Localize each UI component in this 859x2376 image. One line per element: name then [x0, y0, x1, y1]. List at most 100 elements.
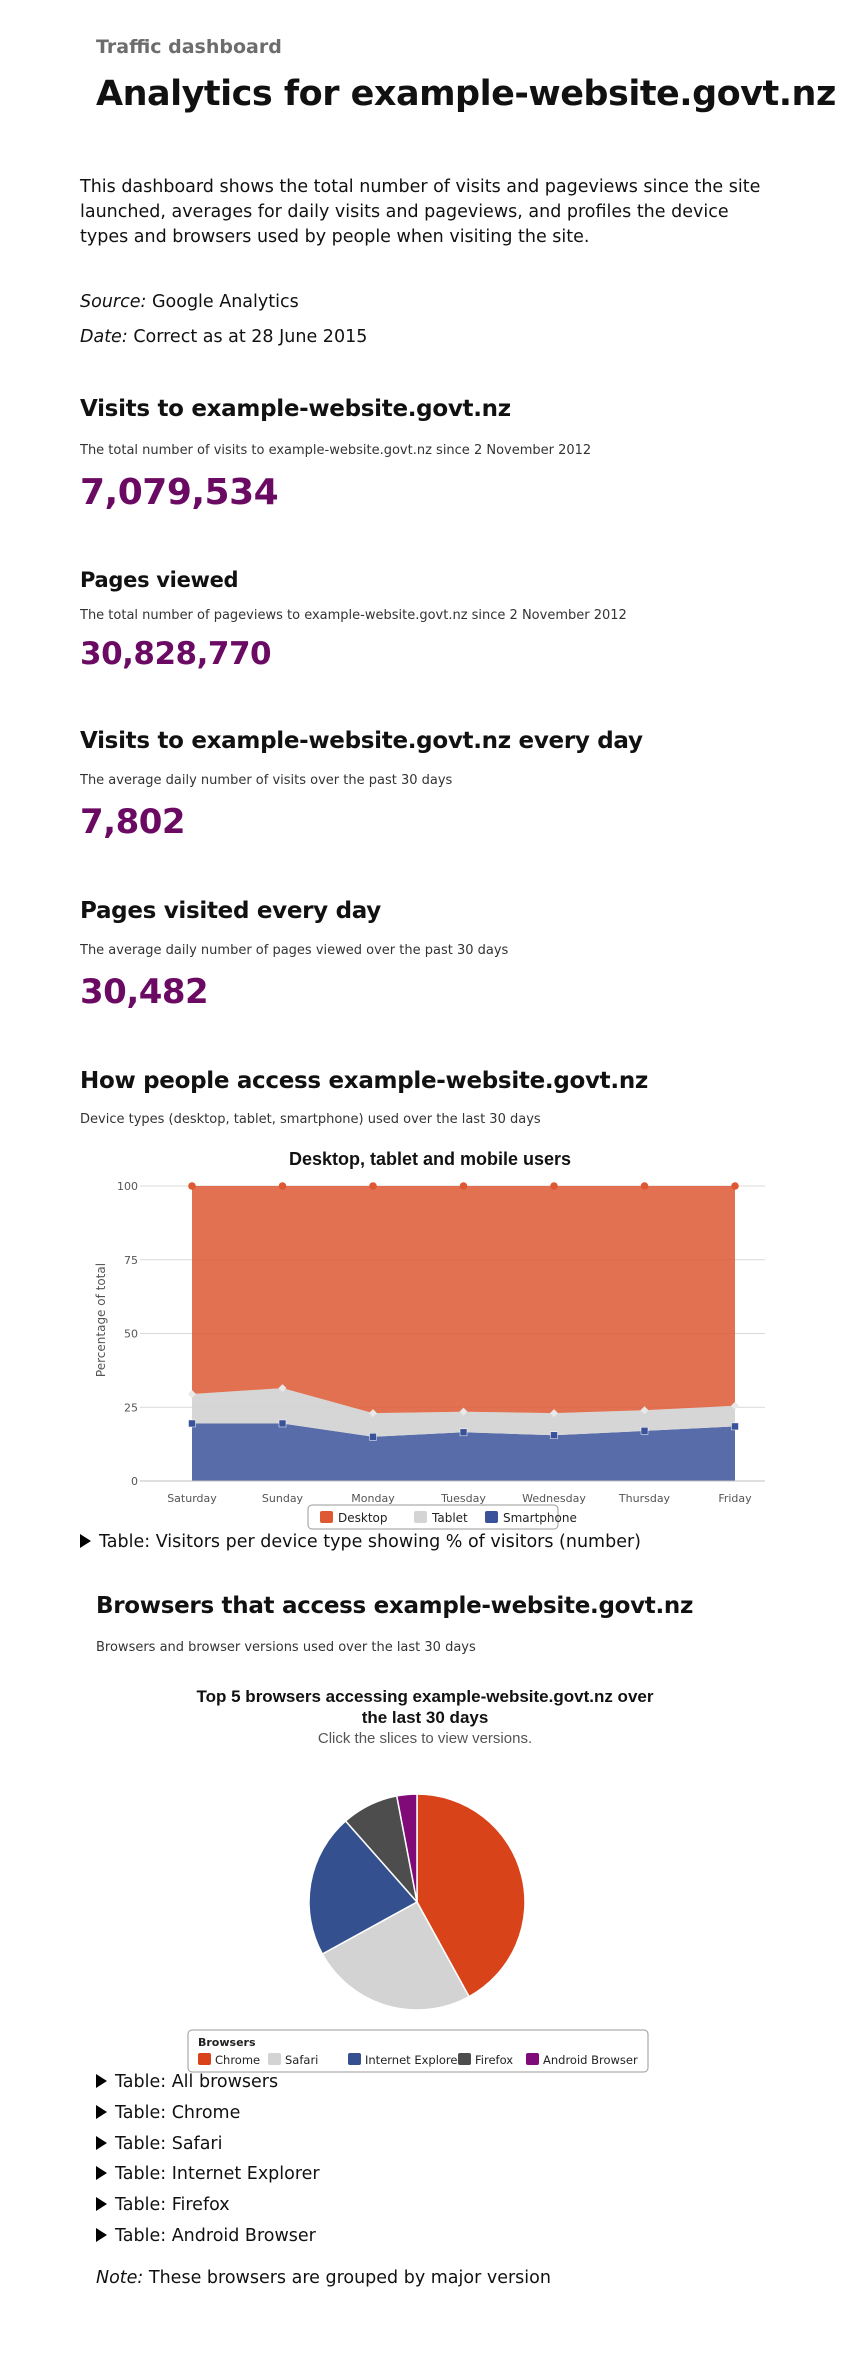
disclosure-triangle-icon	[96, 2074, 107, 2088]
data-point[interactable]	[731, 1422, 739, 1431]
source-label: Source:	[80, 292, 147, 312]
data-point[interactable]	[188, 1419, 196, 1428]
browsers-description: Browsers and browser versions used over …	[96, 1640, 476, 1655]
pie-slice-internet-explorer[interactable]	[308, 1819, 419, 1956]
disclosure-triangle-icon	[80, 1534, 91, 1548]
data-point[interactable]	[369, 1182, 377, 1190]
pie-title-line-1: Top 5 browsers accessing example-website…	[197, 1687, 654, 1706]
daily-visits-description: The average daily number of visits over …	[80, 773, 453, 788]
legend-item-safari[interactable]: Safari	[268, 2053, 318, 2067]
total-visits-heading: Visits to example-website.govt.nz	[80, 396, 511, 422]
data-point[interactable]	[640, 1406, 649, 1415]
data-point[interactable]	[369, 1409, 377, 1418]
data-point[interactable]	[731, 1182, 739, 1190]
y-tick-label: 100	[117, 1180, 138, 1193]
intro-paragraph: This dashboard shows the total number of…	[80, 177, 761, 247]
y-tick-label: 25	[124, 1401, 138, 1414]
device-table-label: Table: Visitors per device type showing …	[99, 1532, 641, 1552]
browser-table-toggle[interactable]: Table: Chrome	[96, 2103, 240, 2123]
data-point[interactable]	[278, 1182, 287, 1190]
legend-item-android-browser[interactable]: Android Browser	[526, 2053, 638, 2067]
area-chart-title: Desktop, tablet and mobile users	[289, 1149, 571, 1169]
data-point[interactable]	[188, 1389, 196, 1398]
note-label: Note:	[96, 2268, 144, 2288]
legend-item-internet-explorer[interactable]: Internet Explorer	[348, 2053, 462, 2067]
data-point[interactable]	[459, 1428, 468, 1437]
browser-table-label: Table: Safari	[115, 2134, 223, 2154]
legend-swatch	[198, 2053, 211, 2065]
legend-label: Safari	[285, 2053, 318, 2067]
y-tick-label: 50	[124, 1328, 138, 1341]
data-point[interactable]	[550, 1431, 558, 1440]
data-point[interactable]	[550, 1182, 558, 1190]
daily-pages-heading: Pages visited every day	[80, 898, 381, 924]
browsers-heading: Browsers that access example-website.gov…	[96, 1593, 694, 1619]
device-table-toggle[interactable]: Table: Visitors per device type showing …	[80, 1532, 641, 1552]
x-tick-label: Saturday	[167, 1492, 217, 1505]
device-area-chart: Desktop, tablet and mobile users Percent…	[94, 1149, 765, 1530]
legend-swatch	[485, 1511, 498, 1523]
browser-table-label: Table: All browsers	[115, 2072, 279, 2092]
legend-item-smartphone[interactable]: Smartphone	[485, 1511, 577, 1525]
x-tick-label: Wednesday	[522, 1492, 586, 1505]
legend-label: Tablet	[431, 1511, 468, 1525]
browser-table-toggle[interactable]: Table: Safari	[96, 2134, 223, 2154]
x-tick-label: Friday	[718, 1492, 752, 1505]
area-series-desktop[interactable]	[192, 1186, 735, 1414]
disclosure-triangle-icon	[96, 2136, 107, 2150]
pie-slice-android-browser[interactable]	[395, 1793, 418, 1903]
x-tick-label: Monday	[351, 1492, 395, 1505]
date-value: Correct as at 28 June 2015	[133, 327, 368, 347]
disclosure-triangle-icon	[96, 2166, 107, 2180]
browser-table-label: Table: Firefox	[115, 2195, 230, 2215]
browser-table-toggle[interactable]: Table: Firefox	[96, 2195, 230, 2215]
date-label: Date:	[80, 327, 128, 347]
legend-swatch	[320, 1511, 333, 1523]
page-title: Analytics for example-website.govt.nz	[96, 74, 836, 114]
legend-swatch	[414, 1511, 427, 1523]
legend-item-firefox[interactable]: Firefox	[458, 2053, 513, 2067]
area-chart-ylabel: Percentage of total	[94, 1263, 108, 1377]
area-series-smartphone[interactable]	[192, 1423, 735, 1482]
data-point[interactable]	[550, 1409, 558, 1418]
x-tick-label: Thursday	[618, 1492, 671, 1505]
daily-pages-value: 30,482	[80, 972, 209, 1012]
data-point[interactable]	[278, 1419, 287, 1428]
legend-swatch	[526, 2053, 539, 2065]
data-point[interactable]	[369, 1433, 377, 1441]
total-visits-description: The total number of visits to example-we…	[80, 443, 592, 458]
data-point[interactable]	[640, 1427, 649, 1435]
source-value: Google Analytics	[151, 292, 299, 312]
browser-table-label: Table: Chrome	[115, 2103, 241, 2123]
legend-label: Desktop	[338, 1511, 388, 1525]
pie-title-line-2: the last 30 days	[362, 1708, 489, 1727]
legend-item-tablet[interactable]: Tablet	[414, 1511, 468, 1525]
browser-table-toggle[interactable]: Table: All browsers	[96, 2072, 278, 2092]
legend-item-chrome[interactable]: Chrome	[198, 2053, 260, 2067]
legend-swatch	[458, 2053, 471, 2065]
total-visits-value: 7,079,534	[80, 472, 279, 513]
data-point[interactable]	[459, 1182, 468, 1190]
page-kicker: Traffic dashboard	[96, 36, 282, 58]
browser-note: Note: These browsers are grouped by majo…	[96, 2268, 551, 2288]
legend-item-desktop[interactable]: Desktop	[320, 1511, 388, 1525]
data-point[interactable]	[188, 1182, 196, 1190]
legend-label: Firefox	[475, 2053, 513, 2067]
browser-table-label: Table: Internet Explorer	[115, 2164, 320, 2184]
data-point[interactable]	[459, 1407, 468, 1416]
data-point[interactable]	[731, 1401, 739, 1410]
disclosure-triangle-icon	[96, 2197, 107, 2211]
legend-swatch	[348, 2053, 361, 2065]
daily-visits-value: 7,802	[80, 802, 186, 842]
pie-slice-chrome[interactable]	[416, 1793, 526, 1998]
browser-table-toggle[interactable]: Table: Android Browser	[96, 2226, 316, 2246]
pie-slice-safari[interactable]	[321, 1900, 471, 2011]
browser-table-toggle[interactable]: Table: Internet Explorer	[96, 2164, 320, 2184]
daily-pages-description: The average daily number of pages viewed…	[80, 943, 509, 958]
pie-legend-title: Browsers	[198, 2036, 256, 2049]
legend-label: Internet Explorer	[365, 2053, 462, 2067]
data-point[interactable]	[278, 1384, 287, 1393]
data-point[interactable]	[640, 1182, 649, 1190]
legend-label: Chrome	[215, 2053, 260, 2067]
